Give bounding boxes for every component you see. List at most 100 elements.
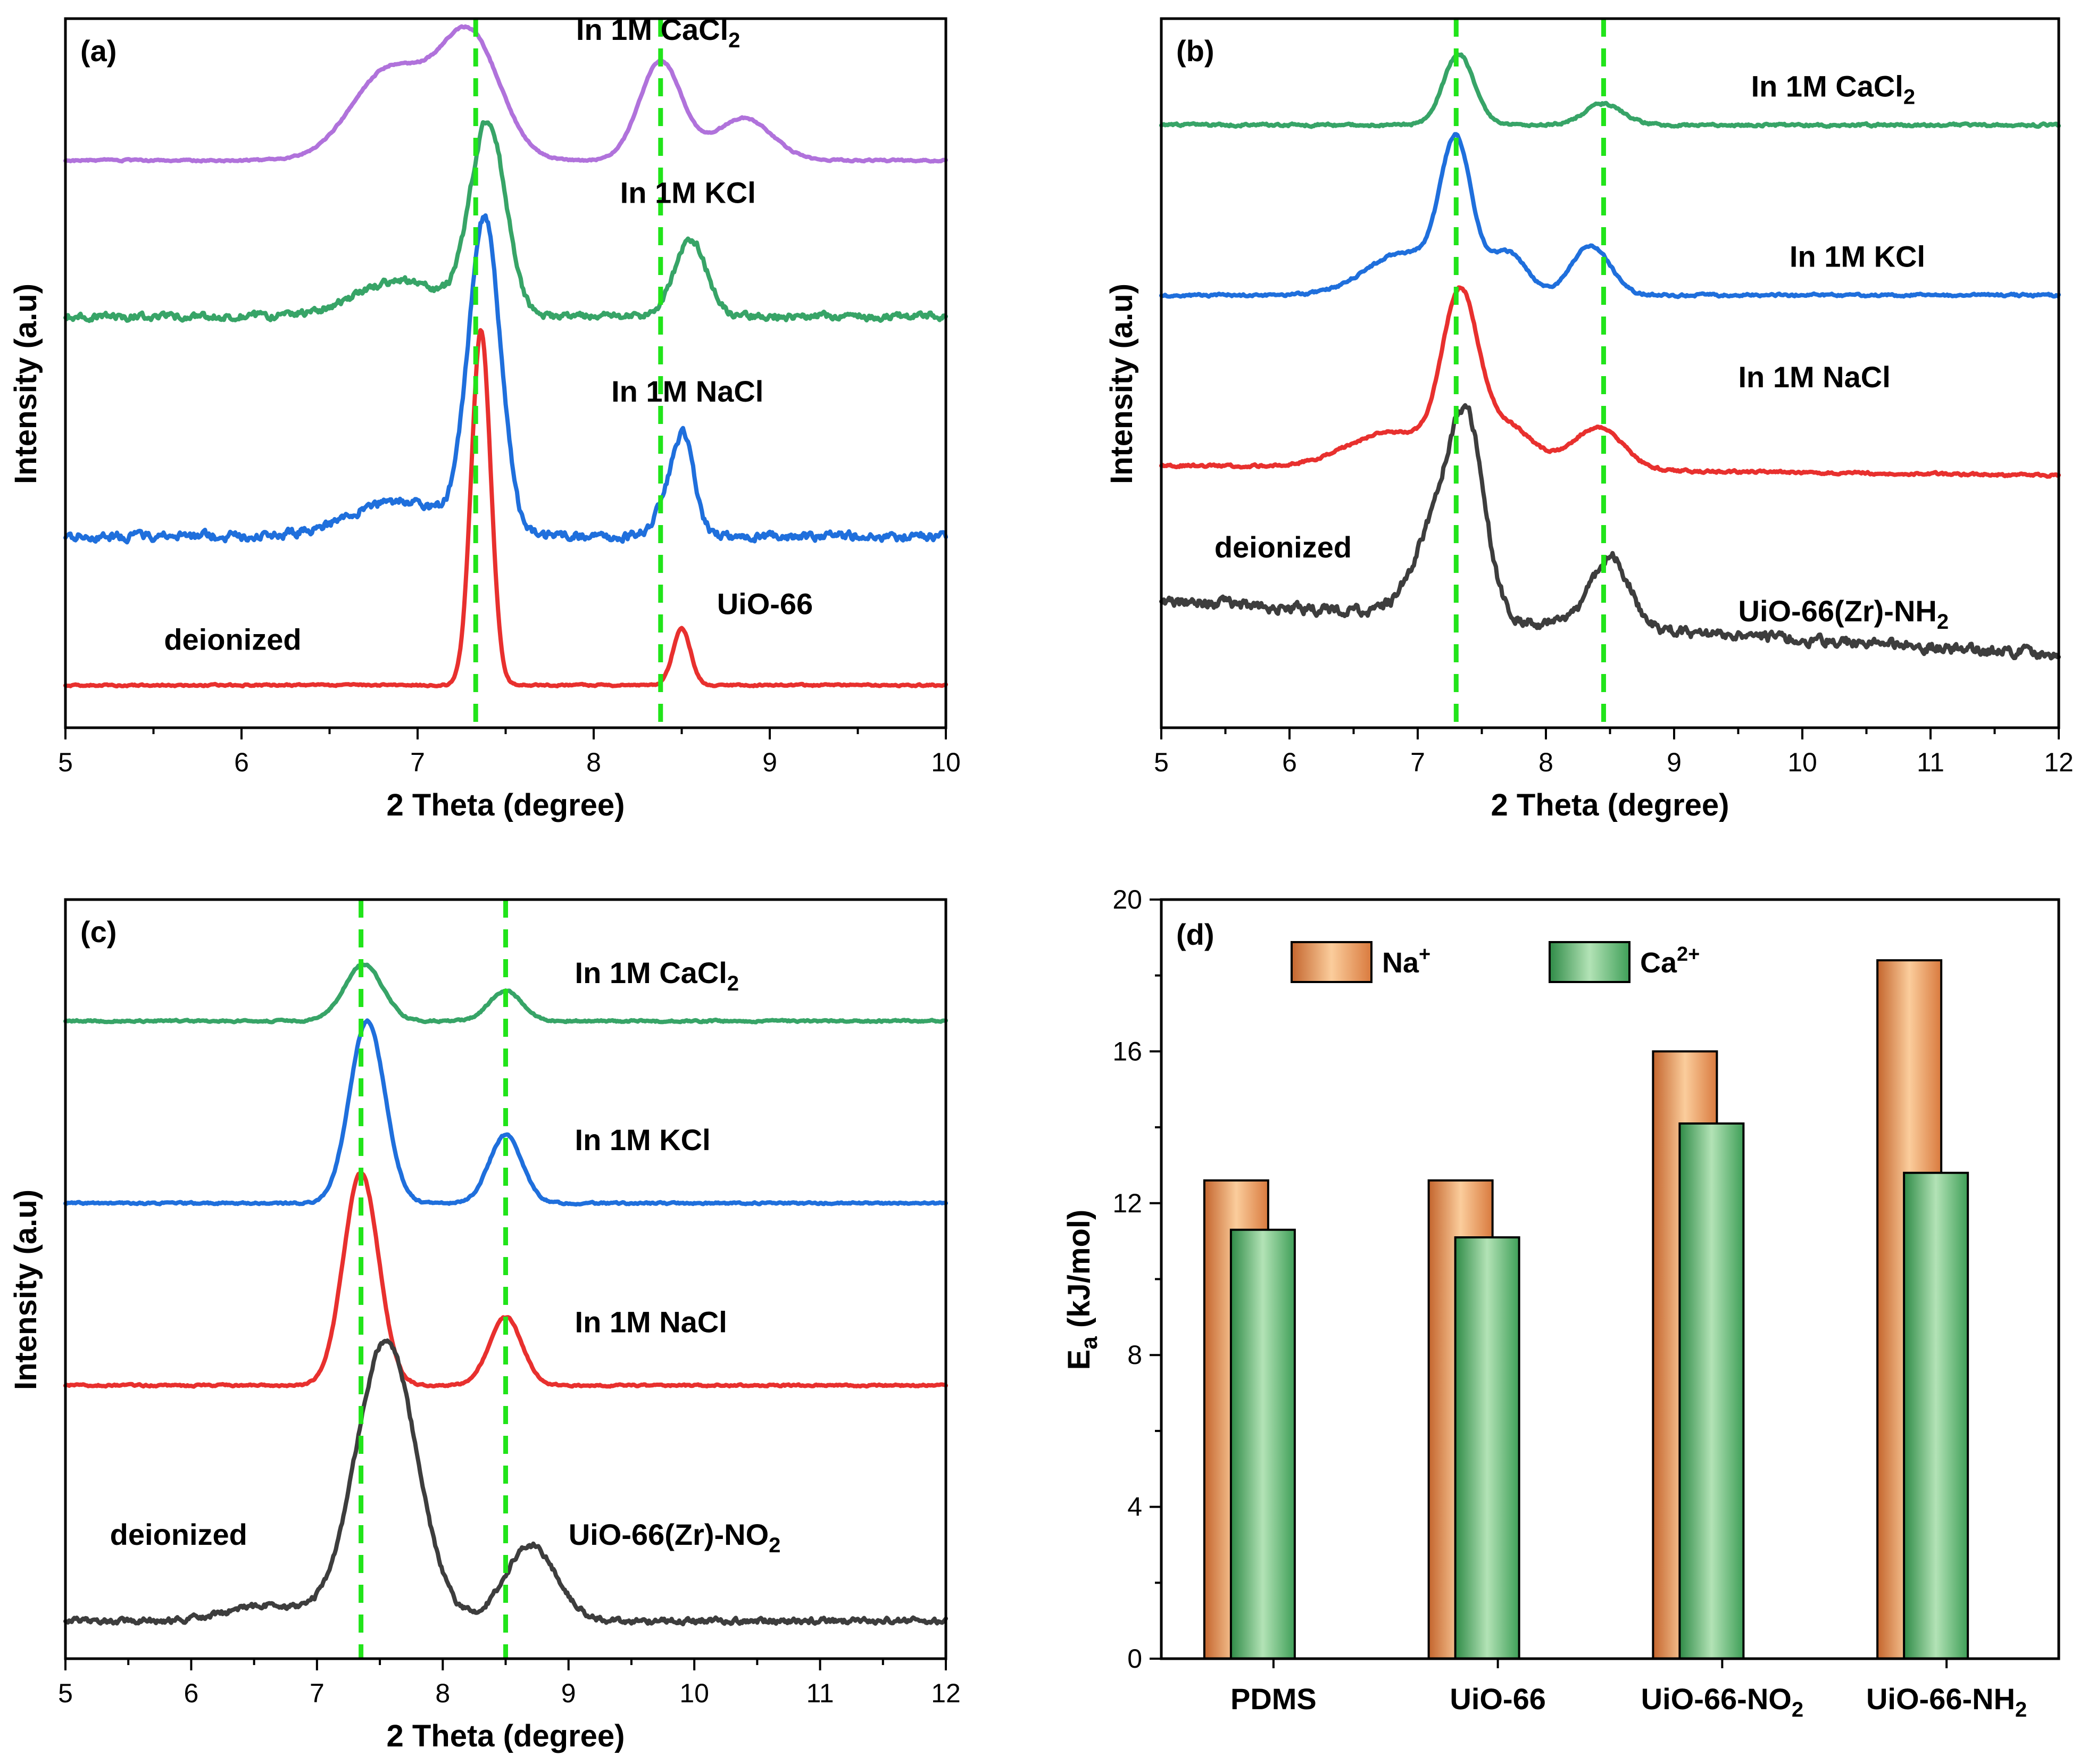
category-text: UiO-66-NO — [1641, 1682, 1792, 1716]
axis-title-text: 2 Theta (degree) — [387, 788, 625, 822]
tick-value: 6 — [1282, 747, 1297, 777]
tick-value: 5 — [1154, 747, 1169, 777]
tick-value: 10 — [1787, 747, 1817, 777]
panel-letter-text: (c) — [80, 915, 117, 948]
superscript: 2+ — [1677, 943, 1700, 966]
x-tick-label: 6 — [1282, 747, 1297, 777]
tick-value: 12 — [931, 1678, 961, 1708]
x-axis-title: 2 Theta (degree) — [387, 1719, 625, 1753]
curve-label: In 1M CaCl2 — [575, 956, 739, 995]
legend-label: Ca2+ — [1640, 943, 1700, 979]
curve-label: In 1M NaCl — [575, 1305, 727, 1338]
series-curve — [1159, 132, 2061, 299]
subscript: a — [1076, 1336, 1102, 1350]
axis-title-text: Intensity (a.u) — [1104, 284, 1139, 484]
panel-b-xrd-uio66-nh2: 5 6 7 8 9 10 11 12 2 Theta (degree) Intensity (a.… — [1104, 17, 2074, 822]
series-curve — [63, 24, 948, 164]
curve-label-text: In 1M KCl — [620, 176, 756, 210]
tick-value: 7 — [1410, 747, 1425, 777]
x-tick-label: 5 — [1154, 747, 1169, 777]
panel-d-activation-energy-bars: PDMS UiO-66 UiO-66-NO2 UiO-66-NH2048121620E… — [1062, 885, 2060, 1721]
superscript: + — [1419, 943, 1430, 966]
axis-title-text: 2 Theta (degree) — [387, 1719, 625, 1753]
subscript: 2 — [2015, 1698, 2027, 1721]
tick-value: 6 — [234, 747, 249, 777]
series-curve — [63, 1338, 948, 1627]
curve-label: UiO-66 — [717, 587, 813, 621]
y-tick-label: 20 — [1112, 885, 1142, 914]
curve-label: In 1M CaCl2 — [576, 13, 741, 52]
note-text: deionized — [110, 1518, 247, 1551]
legend-swatch — [1291, 941, 1372, 983]
curve-label-text: In 1M NaCl — [575, 1305, 727, 1338]
y-axis-title: Ea (kJ/mol) — [1062, 1210, 1102, 1370]
subscript: 2 — [769, 1534, 780, 1557]
x-tick-label: 9 — [762, 747, 777, 777]
x-tick-label: 12 — [2044, 747, 2074, 777]
curve-label-text: In 1M NaCl — [611, 375, 763, 408]
category-label: UiO-66-NO2 — [1641, 1682, 1803, 1721]
curve-label-text: In 1M CaCl — [575, 956, 727, 989]
tick-value: 12 — [1112, 1188, 1142, 1218]
tick-value: 8 — [586, 747, 601, 777]
series-curve — [1159, 403, 2061, 661]
category-text: UiO-66 — [1450, 1682, 1546, 1716]
tick-value: 5 — [58, 1678, 73, 1708]
x-tick-label: 7 — [310, 1678, 325, 1708]
x-tick-label: 9 — [1667, 747, 1682, 777]
category-label: PDMS — [1230, 1682, 1317, 1716]
tick-value: 6 — [184, 1678, 199, 1708]
series-curve — [63, 328, 948, 689]
curve-label-text: In 1M NaCl — [1738, 360, 1891, 394]
category-label: UiO-66-NH2 — [1866, 1682, 2027, 1721]
subscript: 2 — [1792, 1698, 1803, 1721]
x-tick-label: 11 — [1917, 747, 1944, 777]
bar-ca — [1229, 1228, 1296, 1660]
axis-title-text: 2 Theta (degree) — [1491, 788, 1729, 822]
tick-value: 9 — [1667, 747, 1682, 777]
category-text: PDMS — [1230, 1682, 1317, 1716]
tick-value: 11 — [806, 1678, 834, 1708]
bar-ca — [1454, 1236, 1520, 1660]
x-tick-label: 8 — [1538, 747, 1553, 777]
plot-frame — [64, 17, 947, 729]
curve-label-text: UiO-66(Zr)-NO — [569, 1518, 769, 1551]
subscript: 2 — [1937, 610, 1949, 634]
x-tick-label: 7 — [410, 747, 425, 777]
tick-value: 9 — [762, 747, 777, 777]
x-tick-label: 8 — [435, 1678, 450, 1708]
tick-value: 4 — [1127, 1492, 1142, 1522]
panel-letter: (c) — [80, 915, 117, 948]
curve-label: In 1M KCl — [1790, 240, 1925, 273]
series-curve — [63, 1018, 948, 1207]
x-tick-label: 9 — [561, 1678, 576, 1708]
axis-title-text: Intensity (a.u) — [9, 284, 43, 484]
panel-a-xrd-uio66: 5 6 7 8 9 10 2 Theta (degree) Intensity (a.u) (a… — [9, 13, 961, 822]
note-text: deionized — [1214, 530, 1352, 564]
tick-value: 5 — [58, 747, 73, 777]
axis-title-text: (kJ/mol) — [1062, 1210, 1096, 1337]
x-tick-label: 10 — [679, 1678, 709, 1708]
curve-note-label: deionized — [164, 622, 301, 656]
x-tick-label: 5 — [58, 747, 73, 777]
curve-label-text: UiO-66(Zr)-NH — [1738, 594, 1937, 628]
curve-label-text: In 1M CaCl — [576, 13, 728, 46]
panel-letter-text: (d) — [1176, 918, 1214, 951]
tick-value: 8 — [1127, 1340, 1142, 1370]
x-tick-label: 10 — [1787, 747, 1817, 777]
curve-label-text: In 1M CaCl — [1751, 70, 1903, 103]
panel-letter: (d) — [1176, 918, 1214, 951]
subscript: 2 — [727, 972, 739, 995]
curve-label-text: In 1M KCl — [1790, 240, 1925, 273]
x-tick-label: 5 — [58, 1678, 73, 1708]
panel-letter: (a) — [80, 34, 117, 68]
y-axis-title: Intensity (a.u) — [9, 284, 43, 484]
panel-letter-text: (b) — [1176, 34, 1214, 68]
curve-label: In 1M NaCl — [1738, 360, 1891, 394]
curve-label: In 1M KCl — [575, 1123, 711, 1156]
y-tick-label: 8 — [1127, 1340, 1142, 1370]
x-tick-label: 7 — [1410, 747, 1425, 777]
curve-label: In 1M KCl — [620, 176, 756, 210]
x-tick-label: 12 — [931, 1678, 961, 1708]
panel-letter-text: (a) — [80, 34, 117, 68]
